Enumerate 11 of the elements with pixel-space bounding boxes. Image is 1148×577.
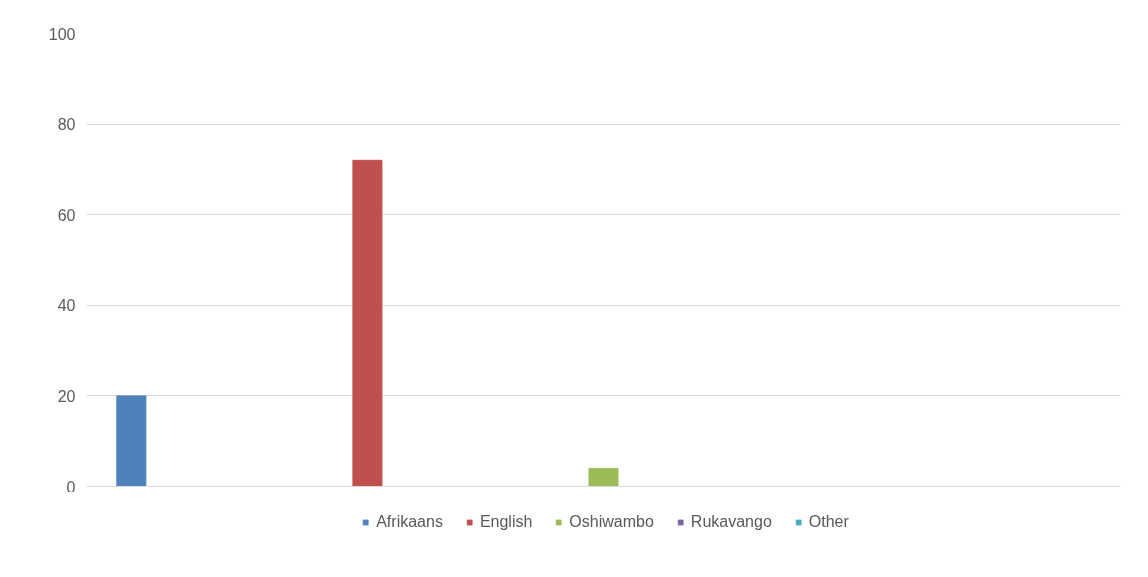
legend-label: Oshiwambo	[569, 513, 654, 531]
y-tick-label: 100	[48, 25, 76, 43]
legend-label: Rukavango	[690, 513, 772, 531]
y-tick-label: 40	[57, 297, 76, 315]
y-tick-label: 20	[57, 387, 76, 405]
legend-label: Afrikaans	[376, 513, 443, 531]
y-tick-label: 0	[66, 478, 76, 496]
y-tick-label: 60	[57, 206, 76, 224]
y-tick-label: 80	[57, 116, 76, 134]
legend-label: Other	[808, 513, 849, 531]
legend-label: English	[479, 513, 533, 531]
